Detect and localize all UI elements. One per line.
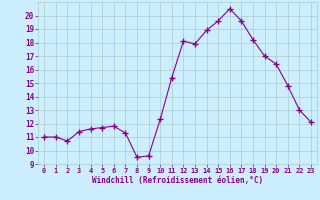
X-axis label: Windchill (Refroidissement éolien,°C): Windchill (Refroidissement éolien,°C) (92, 176, 263, 185)
